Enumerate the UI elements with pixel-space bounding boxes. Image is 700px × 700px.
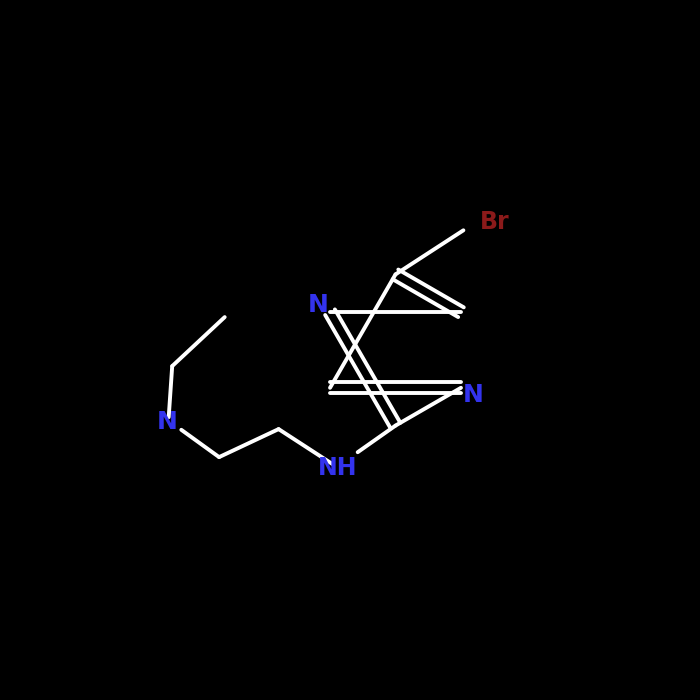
Text: NH: NH bbox=[318, 456, 358, 480]
Text: N: N bbox=[463, 383, 484, 407]
Text: Br: Br bbox=[480, 210, 509, 234]
Text: N: N bbox=[307, 293, 328, 317]
Text: N: N bbox=[157, 410, 178, 434]
